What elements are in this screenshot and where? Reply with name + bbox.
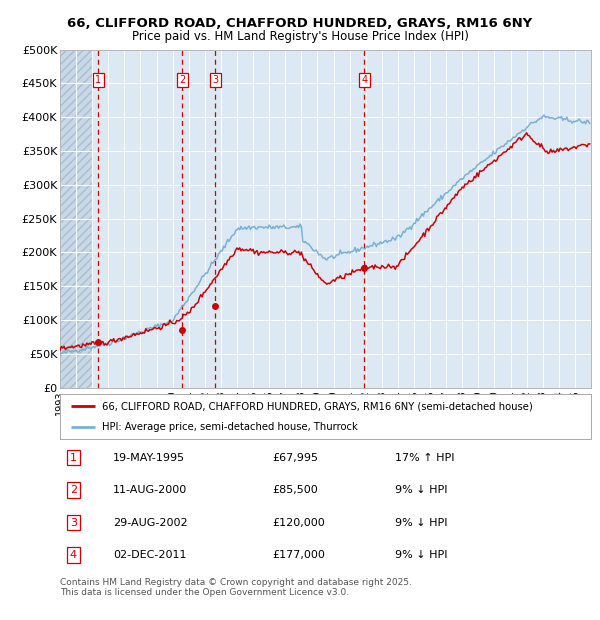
Bar	[60, 50, 92, 388]
Text: 02-DEC-2011: 02-DEC-2011	[113, 551, 187, 560]
Text: £85,500: £85,500	[272, 485, 318, 495]
Text: 9% ↓ HPI: 9% ↓ HPI	[395, 485, 447, 495]
Text: 2: 2	[70, 485, 77, 495]
Text: Contains HM Land Registry data © Crown copyright and database right 2025.
This d: Contains HM Land Registry data © Crown c…	[60, 578, 412, 597]
Text: £120,000: £120,000	[272, 518, 325, 528]
Text: 19-MAY-1995: 19-MAY-1995	[113, 453, 185, 463]
Text: Price paid vs. HM Land Registry's House Price Index (HPI): Price paid vs. HM Land Registry's House …	[131, 30, 469, 43]
Text: 9% ↓ HPI: 9% ↓ HPI	[395, 551, 447, 560]
Text: £177,000: £177,000	[272, 551, 325, 560]
Text: 3: 3	[70, 518, 77, 528]
Text: £67,995: £67,995	[272, 453, 319, 463]
Text: 2: 2	[179, 75, 185, 85]
Text: 29-AUG-2002: 29-AUG-2002	[113, 518, 188, 528]
Text: 17% ↑ HPI: 17% ↑ HPI	[395, 453, 454, 463]
Text: 1: 1	[70, 453, 77, 463]
Text: 11-AUG-2000: 11-AUG-2000	[113, 485, 187, 495]
Text: 66, CLIFFORD ROAD, CHAFFORD HUNDRED, GRAYS, RM16 6NY: 66, CLIFFORD ROAD, CHAFFORD HUNDRED, GRA…	[67, 17, 533, 30]
Text: 1: 1	[95, 75, 101, 85]
Text: 4: 4	[361, 75, 368, 85]
Text: 66, CLIFFORD ROAD, CHAFFORD HUNDRED, GRAYS, RM16 6NY (semi-detached house): 66, CLIFFORD ROAD, CHAFFORD HUNDRED, GRA…	[103, 401, 533, 412]
Text: 9% ↓ HPI: 9% ↓ HPI	[395, 518, 447, 528]
Text: HPI: Average price, semi-detached house, Thurrock: HPI: Average price, semi-detached house,…	[103, 422, 358, 432]
Text: 3: 3	[212, 75, 218, 85]
Text: 4: 4	[70, 551, 77, 560]
